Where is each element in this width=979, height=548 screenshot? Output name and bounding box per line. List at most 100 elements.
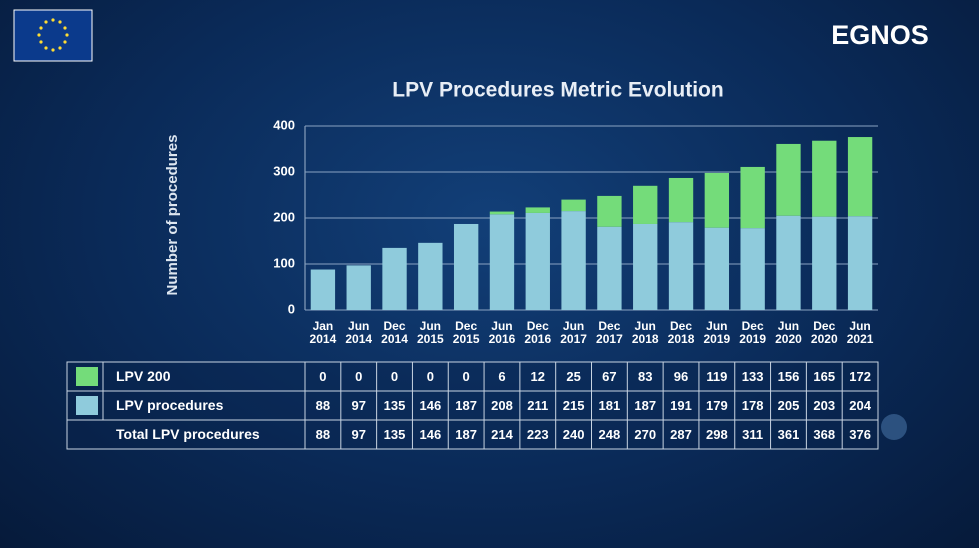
eu-flag bbox=[13, 9, 93, 62]
x-tick-label: Jun 2016 bbox=[488, 319, 516, 346]
bar-segment bbox=[812, 140, 837, 217]
table-cell: 311 bbox=[742, 427, 763, 442]
x-tick-label: Dec 2016 bbox=[524, 319, 552, 346]
legend-swatch bbox=[76, 367, 98, 386]
table-cell: 376 bbox=[849, 427, 871, 442]
table-cell: 135 bbox=[384, 398, 406, 413]
bar-segment bbox=[776, 143, 801, 216]
x-tick-label: Jun 2019 bbox=[703, 319, 731, 346]
bar-segment bbox=[740, 228, 765, 310]
table-cell: 248 bbox=[599, 427, 621, 442]
table-cell: 179 bbox=[706, 398, 728, 413]
table-cell: 205 bbox=[778, 398, 800, 413]
table-cell: 203 bbox=[813, 398, 835, 413]
table-cell: 135 bbox=[384, 427, 406, 442]
table-cell: 368 bbox=[813, 427, 835, 442]
table-cell: 146 bbox=[419, 398, 441, 413]
table-cell: 97 bbox=[351, 427, 365, 442]
bar-segment bbox=[847, 216, 873, 310]
table-cell: 215 bbox=[563, 398, 585, 413]
table-cell: 214 bbox=[491, 427, 513, 442]
table-cell: 133 bbox=[742, 369, 764, 384]
table-cell: 97 bbox=[351, 398, 365, 413]
table-cell: 191 bbox=[670, 398, 692, 413]
table-cell: 287 bbox=[670, 427, 692, 442]
table-cell: 88 bbox=[316, 427, 330, 442]
bar-segment bbox=[847, 137, 873, 217]
bar-segment bbox=[776, 215, 801, 310]
x-tick-label: Dec 2014 bbox=[381, 319, 408, 346]
bar-segment bbox=[453, 223, 479, 310]
table-cell: 0 bbox=[463, 369, 470, 384]
table-cell: 208 bbox=[491, 398, 513, 413]
eu-stars bbox=[37, 18, 69, 52]
bar-segment bbox=[418, 242, 443, 310]
x-tick-label: Jun 2020 bbox=[775, 319, 802, 346]
table-cell: 270 bbox=[634, 427, 656, 442]
bar-segment bbox=[525, 207, 550, 213]
y-tick-label: 0 bbox=[288, 301, 295, 316]
bar-segment bbox=[633, 185, 658, 224]
y-tick-label: 100 bbox=[273, 255, 295, 270]
x-tick-label: Dec 2015 bbox=[452, 319, 480, 346]
table-cell: 119 bbox=[706, 369, 727, 384]
legend-label: LPV 200 bbox=[116, 368, 171, 384]
table-cell: 146 bbox=[419, 427, 441, 442]
x-tick-label: Jan 2014 bbox=[309, 319, 337, 346]
table-cell: 187 bbox=[455, 398, 477, 413]
x-tick-label: Jun 2014 bbox=[345, 319, 373, 346]
table-cell: 187 bbox=[455, 427, 477, 442]
table-cell: 67 bbox=[602, 369, 616, 384]
table-cell: 165 bbox=[813, 369, 835, 384]
bar-segment bbox=[597, 195, 622, 227]
bar-segment bbox=[561, 211, 586, 310]
bar-segment bbox=[489, 211, 515, 215]
table-frame bbox=[66, 361, 879, 450]
bar-segment bbox=[704, 227, 730, 310]
legend-swatch bbox=[76, 396, 98, 415]
bar-segment bbox=[740, 166, 765, 229]
bar-segment bbox=[597, 226, 622, 310]
table-cell: 6 bbox=[498, 369, 505, 384]
x-tick-label: Jun 2018 bbox=[631, 319, 659, 346]
chart-title: LPV Procedures Metric Evolution bbox=[392, 79, 723, 102]
bar-segment bbox=[561, 199, 586, 212]
table-cell: 240 bbox=[563, 427, 585, 442]
table-cell: 12 bbox=[531, 369, 545, 384]
x-tick-label: Jun 2021 bbox=[846, 319, 874, 346]
table-cell: 223 bbox=[527, 427, 549, 442]
x-tick-label: Jun 2015 bbox=[416, 319, 444, 346]
legend-label: LPV procedures bbox=[116, 397, 224, 413]
bar-segment bbox=[668, 177, 694, 223]
bar-segment bbox=[704, 172, 730, 228]
table-cell: 156 bbox=[778, 369, 800, 384]
table-cell: 178 bbox=[742, 398, 764, 413]
bar-segment bbox=[489, 214, 515, 310]
y-tick-label: 200 bbox=[273, 209, 295, 224]
bar-segment bbox=[310, 269, 336, 310]
table-cell: 0 bbox=[319, 369, 326, 384]
table-cell: 0 bbox=[427, 369, 434, 384]
x-tick-label: Jun 2017 bbox=[560, 319, 587, 346]
table-cell: 0 bbox=[391, 369, 398, 384]
x-tick-label: Dec 2019 bbox=[739, 319, 766, 346]
bar-segment bbox=[382, 247, 407, 310]
y-axis-label: Number of procedures bbox=[164, 135, 181, 296]
table-cell: 96 bbox=[674, 369, 688, 384]
logo: EGNOS bbox=[831, 20, 929, 50]
table-cell: 211 bbox=[527, 398, 548, 413]
table-cell: 204 bbox=[849, 398, 871, 413]
y-tick-label: 400 bbox=[273, 117, 295, 132]
nav-button[interactable] bbox=[881, 414, 907, 440]
y-tick-label: 300 bbox=[273, 163, 295, 178]
table-cell: 172 bbox=[849, 369, 871, 384]
table-cell: 25 bbox=[566, 369, 580, 384]
table-cell: 298 bbox=[706, 427, 728, 442]
x-tick-label: Dec 2017 bbox=[596, 319, 623, 346]
bar-segment bbox=[812, 216, 837, 310]
table-cell: 0 bbox=[355, 369, 362, 384]
table-cell: 83 bbox=[638, 369, 652, 384]
table-cell: 187 bbox=[634, 398, 656, 413]
